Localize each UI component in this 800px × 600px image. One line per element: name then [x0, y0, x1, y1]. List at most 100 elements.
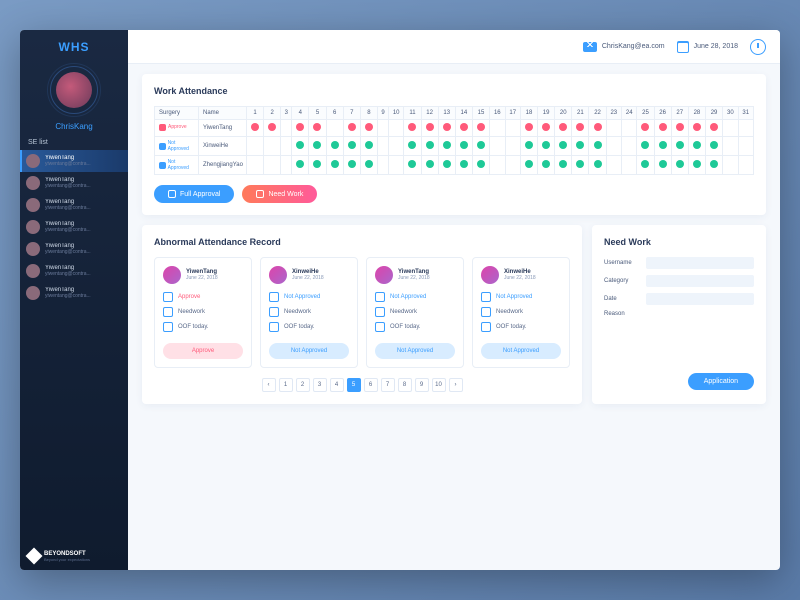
needwork-icon [256, 190, 264, 198]
cell-day [438, 156, 455, 175]
th-day: 13 [438, 107, 455, 120]
sidebar-item[interactable]: YiwenTang yiwentang@contra... [20, 150, 128, 172]
attendance-title: Work Attendance [154, 86, 754, 96]
th-day: 29 [705, 107, 722, 120]
input-date[interactable] [646, 293, 754, 305]
cell-day [505, 137, 520, 156]
attendance-dot [542, 141, 550, 149]
application-button[interactable]: Application [688, 373, 754, 390]
page-number[interactable]: 10 [432, 378, 446, 392]
cell-day [572, 120, 589, 137]
power-button[interactable] [750, 39, 766, 55]
cell-day [490, 120, 505, 137]
approval-icon [168, 190, 176, 198]
page-prev[interactable]: ‹ [262, 378, 276, 392]
th-day: 23 [606, 107, 621, 120]
card-need-row: Needwork [375, 307, 455, 317]
input-username[interactable] [646, 257, 754, 269]
calendar-icon [677, 41, 689, 53]
input-category[interactable] [646, 275, 754, 287]
input-reason[interactable] [646, 311, 754, 361]
topbar-email[interactable]: ChrisKang@ea.com [583, 42, 665, 52]
cell-day [264, 137, 281, 156]
th-day: 17 [505, 107, 520, 120]
sidebar-item[interactable]: YiwenTang yiwentang@contra... [20, 194, 128, 216]
cell-day [688, 156, 705, 175]
attendance-dot [659, 141, 667, 149]
attendance-dot [313, 141, 321, 149]
label-date: Date [604, 296, 640, 302]
sidebar-item[interactable]: YiwenTang yiwentang@contra... [20, 282, 128, 304]
page-number[interactable]: 7 [381, 378, 395, 392]
th-day: 4 [292, 107, 309, 120]
th-day: 9 [377, 107, 388, 120]
cell-day [622, 156, 637, 175]
card-action-button[interactable]: Not Approved [375, 343, 455, 359]
cell-day [654, 137, 671, 156]
cell-day [421, 156, 438, 175]
card-action-button[interactable]: Not Approved [481, 343, 561, 359]
page-number[interactable]: 1 [279, 378, 293, 392]
page-number[interactable]: 4 [330, 378, 344, 392]
th-day: 28 [688, 107, 705, 120]
page-number[interactable]: 9 [415, 378, 429, 392]
sidebar-item[interactable]: YiwenTang yiwentang@contra... [20, 172, 128, 194]
page-next[interactable]: › [449, 378, 463, 392]
sidebar-item[interactable]: YiwenTang yiwentang@contra... [20, 216, 128, 238]
user-avatar-ring[interactable] [50, 66, 98, 114]
cell-day [705, 120, 722, 137]
attendance-dot [594, 160, 602, 168]
cell-day [360, 156, 377, 175]
page-number[interactable]: 6 [364, 378, 378, 392]
attendance-dot [251, 123, 259, 131]
attendance-dot [659, 123, 667, 131]
need-icon [163, 307, 173, 317]
th-day: 1 [247, 107, 264, 120]
cell-day [538, 156, 555, 175]
card-oof-row: OOF today. [481, 322, 561, 332]
attendance-dot [559, 160, 567, 168]
application-label: Application [704, 378, 738, 385]
card-action-button[interactable]: Not Approved [269, 343, 349, 359]
cell-day [309, 137, 326, 156]
abnormal-title: Abnormal Attendance Record [154, 237, 570, 247]
page-number[interactable]: 8 [398, 378, 412, 392]
th-day: 18 [520, 107, 537, 120]
status-pill: Not Approved [159, 159, 196, 171]
page-number[interactable]: 3 [313, 378, 327, 392]
card-action-button[interactable]: Approve [163, 343, 243, 359]
cell-day [343, 120, 360, 137]
card-date: June 22, 2018 [186, 275, 218, 281]
full-approval-button[interactable]: Full Approval [154, 185, 234, 203]
cell-day [538, 137, 555, 156]
attendance-dot [525, 141, 533, 149]
cell-day [404, 137, 421, 156]
status-icon [375, 292, 385, 302]
attendance-dot [348, 141, 356, 149]
sidebar-item[interactable]: YiwenTang yiwentang@contra... [20, 260, 128, 282]
cell-day [738, 120, 753, 137]
attendance-dot [365, 123, 373, 131]
need-work-button[interactable]: Need Work [242, 185, 317, 203]
th-day: 8 [360, 107, 377, 120]
card-head: XinweiHe June 22, 2018 [481, 266, 561, 284]
cell-day [622, 137, 637, 156]
need-icon [375, 307, 385, 317]
cell-day [520, 120, 537, 137]
attendance-dot [408, 160, 416, 168]
attendance-dot [710, 141, 718, 149]
cell-day [309, 156, 326, 175]
page-number[interactable]: 2 [296, 378, 310, 392]
cell-day [388, 120, 403, 137]
cell-day [455, 137, 472, 156]
attendance-dot [313, 160, 321, 168]
sidebar-item[interactable]: YiwenTang yiwentang@contra... [20, 238, 128, 260]
topbar-date[interactable]: June 28, 2018 [677, 41, 738, 53]
sidebar: WHS ChrisKang SE list YiwenTang yiwentan… [20, 30, 128, 570]
card-status-row: Not Approved [269, 292, 349, 302]
needwork-title: Need Work [604, 237, 754, 247]
content: Work Attendance SurgeryName1234567891011… [128, 64, 780, 570]
cell-day [360, 120, 377, 137]
th-day: 25 [637, 107, 654, 120]
page-number[interactable]: 5 [347, 378, 361, 392]
